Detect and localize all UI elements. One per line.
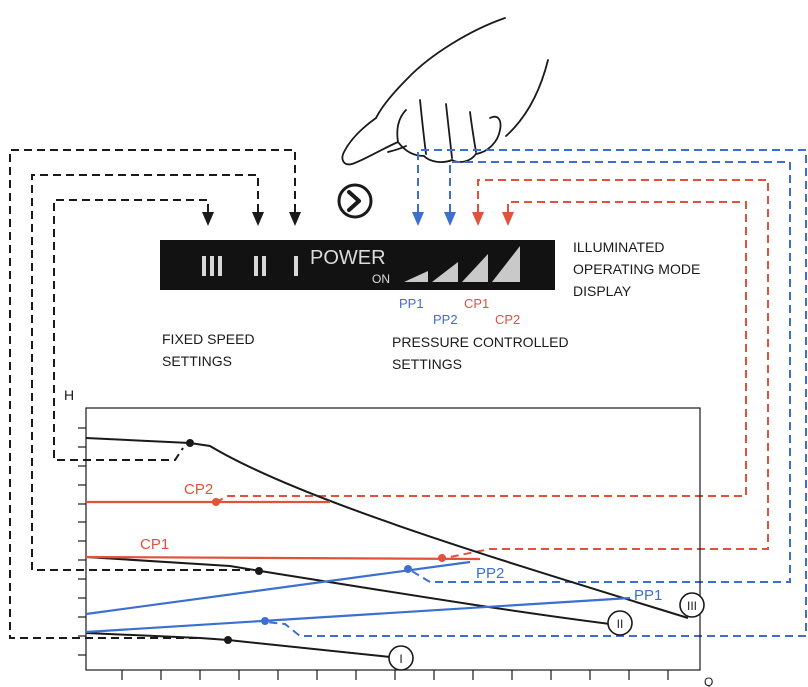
svg-text:DISPLAY: DISPLAY — [573, 283, 632, 299]
speed-marks — [202, 256, 298, 276]
speed-II-curve — [85, 556, 611, 625]
svg-text:OPERATING MODE: OPERATING MODE — [573, 261, 700, 277]
speed-II-point — [255, 567, 263, 575]
y-axis-label: H — [64, 387, 74, 403]
cp2-point — [212, 498, 220, 506]
svg-text:PRESSURE CONTROLLED: PRESSURE CONTROLLED — [392, 334, 569, 350]
cp-connectors — [215, 179, 769, 559]
pp-connectors — [264, 149, 807, 637]
speed-I-point — [224, 636, 232, 644]
pp2-indicator-label: PP2 — [433, 312, 458, 327]
cp1-curve-label: CP1 — [140, 536, 169, 553]
svg-text:ILLUMINATED: ILLUMINATED — [573, 239, 665, 255]
pressure-bars — [404, 246, 520, 282]
pp1-curve-label: PP1 — [634, 587, 662, 604]
performance-graph: H Q CP2 CP1 PP2 PP1 III II — [64, 387, 713, 687]
pp2-point — [404, 565, 412, 573]
cp1-point — [438, 554, 446, 562]
svg-text:II: II — [617, 617, 624, 631]
on-label: ON — [372, 272, 390, 286]
svg-text:SETTINGS: SETTINGS — [162, 353, 232, 369]
svg-text:SETTINGS: SETTINGS — [392, 356, 462, 372]
cp1-line — [85, 555, 481, 561]
pressure-caption: PRESSURE CONTROLLED SETTINGS — [392, 334, 569, 372]
fixed-speed-connectors — [9, 149, 296, 639]
mode-button[interactable] — [337, 183, 373, 219]
pp1-point — [261, 617, 269, 625]
x-axis-ticks — [121, 670, 669, 680]
y-axis-ticks — [78, 427, 86, 656]
speed-I-marker: I — [388, 645, 414, 671]
speed-II-marker: II — [607, 610, 633, 636]
display-caption: ILLUMINATED OPERATING MODE DISPLAY — [573, 239, 700, 299]
speed-III-point — [186, 439, 194, 447]
pressure-arrowheads — [412, 212, 514, 226]
svg-text:III: III — [687, 599, 697, 613]
svg-text:I: I — [399, 652, 402, 666]
pp2-curve-label: PP2 — [476, 565, 504, 582]
speed-III-marker: III — [679, 592, 705, 618]
pp1-line — [85, 596, 631, 634]
speed-III-curve — [85, 437, 689, 619]
cp2-indicator-label: CP2 — [495, 312, 520, 327]
cp1-indicator-label: CP1 — [464, 296, 489, 311]
fixed-speed-arrowheads — [202, 212, 301, 226]
x-axis-label: Q — [704, 675, 713, 687]
operating-mode-display: POWER ON — [160, 240, 555, 290]
pointing-hand-icon — [341, 17, 549, 166]
chevron-right-icon — [347, 190, 361, 212]
fixed-speed-caption: FIXED SPEED SETTINGS — [162, 331, 255, 369]
cp2-curve-label: CP2 — [184, 481, 213, 498]
power-label: POWER — [310, 247, 386, 269]
svg-text:FIXED SPEED: FIXED SPEED — [162, 331, 255, 347]
pp1-indicator-label: PP1 — [399, 296, 424, 311]
